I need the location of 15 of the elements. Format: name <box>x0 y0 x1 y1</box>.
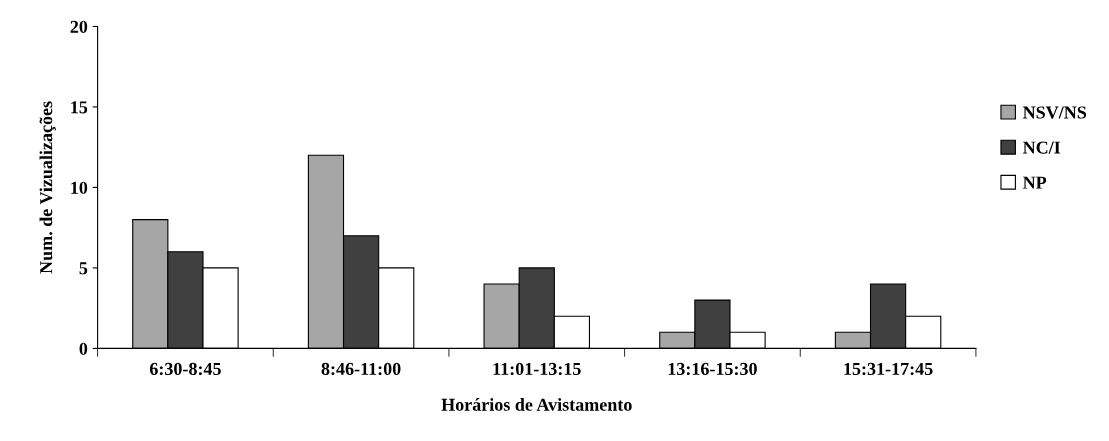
legend-label: NP <box>1022 176 1047 189</box>
x-tick-label: 6:30-8:45 <box>149 362 221 376</box>
x-tick-label: 13:16-15:30 <box>668 362 757 376</box>
y-tick-label: 15 <box>71 101 88 114</box>
x-axis-title: Horários de Avistamento <box>441 398 632 411</box>
y-tick-label: 20 <box>70 20 88 33</box>
x-tick-label: 8:46-11:00 <box>321 362 401 376</box>
x-tick-label: 15:31-17:45 <box>844 362 933 376</box>
y-tick-label: 10 <box>71 181 88 194</box>
legend-label: NC/I <box>1022 141 1061 154</box>
y-tick-label: 0 <box>79 342 88 355</box>
legend-label: NSV/NS <box>1022 106 1087 119</box>
y-axis-title: Num. de Vizualizações <box>39 101 56 274</box>
x-tick-label: 11:01-13:15 <box>493 362 581 376</box>
y-tick-label: 5 <box>79 262 88 275</box>
